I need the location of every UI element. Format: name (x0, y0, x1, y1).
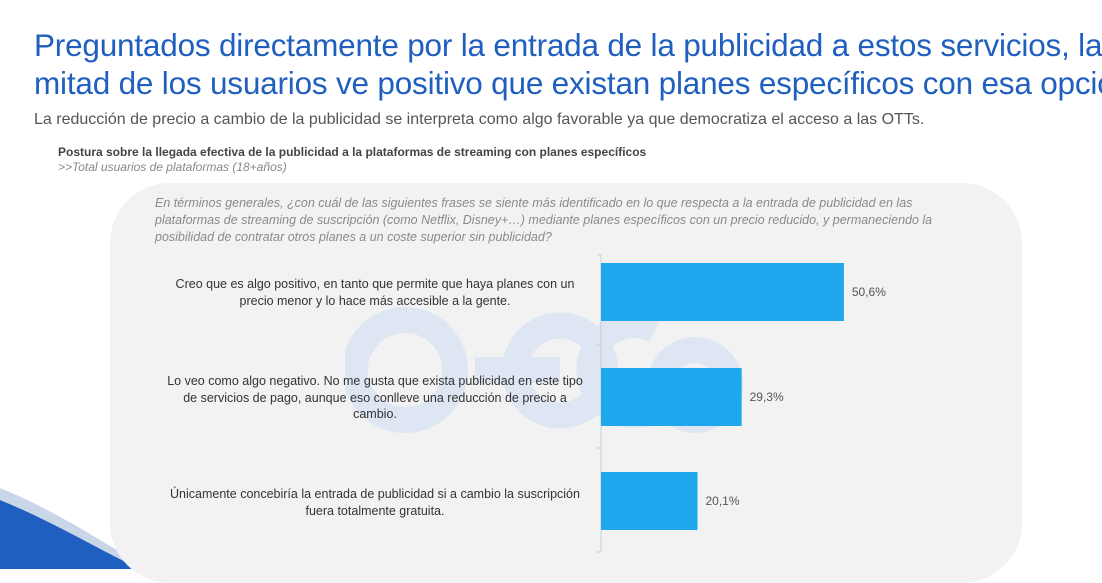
category-label-3: Únicamente concebiría la entrada de publ… (170, 487, 580, 518)
corner-swoosh-decoration (0, 488, 140, 569)
survey-question: En términos generales, ¿con cuál de las … (155, 196, 933, 244)
page-subtitle: La reducción de precio a cambio de la pu… (34, 111, 925, 128)
chart-title: Postura sobre la llegada efectiva de la … (58, 145, 647, 159)
bar-2 (601, 368, 742, 426)
category-label-1: Creo que es algo positivo, en tanto que … (175, 277, 575, 308)
page-title-line-1: Preguntados directamente por la entrada … (34, 27, 1102, 63)
bar-chart: 50,6% 29,3% 20,1% (597, 254, 886, 553)
bar-3 (601, 472, 698, 530)
bar-value-label-1: 50,6% (852, 285, 886, 299)
bar-1 (601, 263, 844, 321)
chart-base-note: >>Total usuarios de plataformas (18+años… (58, 160, 287, 174)
page-title-line-2: mitad de los usuarios ve positivo que ex… (34, 65, 1102, 101)
bar-value-label-3: 20,1% (705, 494, 739, 508)
bar-value-label-2: 29,3% (750, 390, 784, 404)
category-label-2: Lo veo como algo negativo. No me gusta q… (167, 374, 583, 421)
page-title: Preguntados directamente por la entrada … (34, 26, 1102, 102)
chart-panel (110, 183, 1022, 583)
